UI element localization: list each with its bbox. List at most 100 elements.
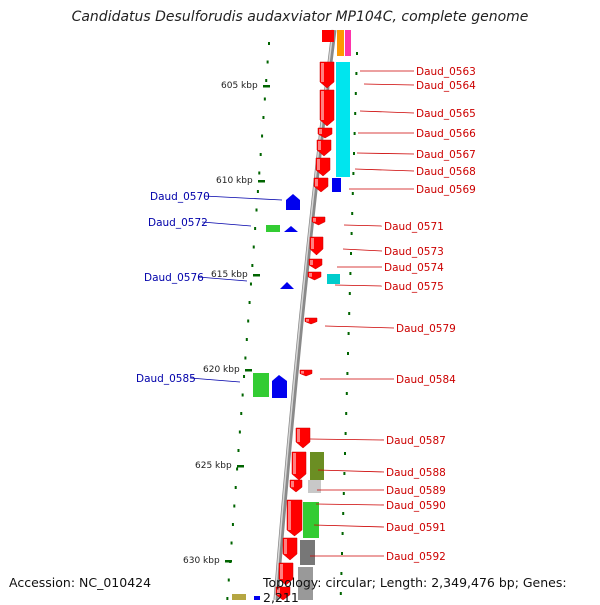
cog-track <box>298 62 350 600</box>
right-label-leader <box>354 168 415 172</box>
right-gene-label: Daud_0587 <box>386 435 446 447</box>
position-tick-mark <box>225 560 232 563</box>
right-gene-label: Daud_0574 <box>384 262 444 274</box>
right-gene-label: Daud_0575 <box>384 281 444 293</box>
right-gene-label: Daud_0579 <box>396 323 456 335</box>
gene-highlight <box>293 453 296 474</box>
reverse-gene-0572-green <box>266 225 280 232</box>
right-label-leader <box>309 438 385 441</box>
right-label-leader <box>359 110 415 114</box>
ring-dot <box>351 212 354 215</box>
strip-orange <box>337 30 344 56</box>
gene-highlight <box>321 91 324 120</box>
tick-dot <box>233 504 236 508</box>
genome-summary-text: Topology: circular; Length: 2,349,476 bp… <box>263 575 567 605</box>
position-tick-mark <box>253 274 260 277</box>
ring-dot <box>346 372 349 375</box>
position-tick-label: 615 kbp <box>211 270 248 280</box>
ring-dot <box>342 512 345 515</box>
position-tick-mark <box>245 369 252 372</box>
right-gene-label: Daud_0592 <box>386 551 446 563</box>
position-tick-label: 625 kbp <box>195 461 232 471</box>
strip-pink <box>345 30 351 56</box>
tick-dot <box>248 301 251 304</box>
cog-green-block <box>303 502 319 538</box>
tick-dot <box>237 449 240 452</box>
position-labels: 605 kbp 610 kbp 615 kbp 620 kbp 625 kbp 630 k… <box>183 81 270 566</box>
cog-olive-block <box>310 452 324 480</box>
gene-highlight <box>280 564 283 579</box>
right-gene-label: Daud_0564 <box>416 80 476 92</box>
right-gene-label: Daud_0565 <box>416 108 476 120</box>
tick-dot <box>252 245 255 249</box>
tick-dot <box>262 116 265 119</box>
tick-dot <box>234 486 237 489</box>
cog-gray-block <box>300 540 315 565</box>
gene-highlight <box>321 63 324 82</box>
right-gene-label: Daud_0584 <box>396 374 456 386</box>
gene-highlight <box>318 141 321 150</box>
ring-dot <box>350 252 352 255</box>
cog-cyan-small <box>327 274 340 284</box>
left-gene-label: Daud_0572 <box>148 217 208 229</box>
ring-dot <box>339 592 342 595</box>
ring-dot <box>353 132 356 135</box>
tick-dot <box>258 171 261 175</box>
ring-dot <box>348 292 351 295</box>
right-gene-label: Daud_0569 <box>416 184 476 196</box>
left-label-leader <box>197 276 248 282</box>
tick-dot <box>240 412 243 415</box>
tick-dot <box>227 578 230 582</box>
position-tick-mark <box>263 85 270 88</box>
tick-dot <box>266 60 269 64</box>
ring-dot <box>347 352 349 355</box>
tick-dot <box>236 467 239 471</box>
right-label-leader <box>334 284 383 287</box>
tick-dot <box>230 541 233 545</box>
tick-dot <box>261 134 264 138</box>
position-tick-label: 610 kbp <box>216 176 253 186</box>
reverse-cds-track <box>232 194 300 600</box>
gene-highlight <box>309 273 312 277</box>
right-gene-label: Daud_0567 <box>416 149 476 161</box>
right-gene-label: Daud_0588 <box>386 467 446 479</box>
position-tick-label: 630 kbp <box>183 556 220 566</box>
bottom-blue <box>254 596 260 600</box>
tick-dot <box>256 190 259 193</box>
cog-lightgray-block <box>308 480 321 493</box>
left-label-leader <box>203 195 283 201</box>
ring-dot <box>347 332 350 335</box>
right-gene-label: Daud_0571 <box>384 221 444 233</box>
position-tick-label: 605 kbp <box>221 81 258 91</box>
left-label-leader <box>189 377 241 383</box>
ring-dot <box>345 412 348 415</box>
right-label-leader <box>313 524 385 528</box>
gene-highlight <box>277 588 280 595</box>
ring-dot <box>343 472 346 475</box>
gene-highlight <box>291 481 294 488</box>
cog-gray-block-2 <box>298 567 313 600</box>
right-gene-label: Daud_0589 <box>386 485 446 497</box>
right-label-leader <box>363 83 415 86</box>
ring-dot <box>344 432 347 435</box>
tick-dot <box>231 523 234 526</box>
gene-highlight <box>315 179 318 187</box>
ring-dot <box>354 92 357 95</box>
ring-dot <box>348 312 351 315</box>
tick-dot <box>265 79 268 82</box>
strip-red <box>322 30 334 42</box>
tick-dot <box>249 282 252 286</box>
gene-highlight <box>284 539 287 554</box>
tick-dot <box>247 319 250 323</box>
right-gene-label: Daud_0566 <box>416 128 476 140</box>
reverse-gene-0585-green <box>253 373 269 397</box>
tick-dot <box>238 430 241 434</box>
left-gene-label: Daud_0570 <box>150 191 210 203</box>
reverse-gene-0576 <box>280 282 294 289</box>
tick-dot <box>226 597 229 600</box>
position-tick-mark <box>258 180 265 183</box>
tick-dot <box>241 393 244 397</box>
gene-highlight <box>306 319 309 322</box>
reverse-gene-0572 <box>284 226 298 232</box>
